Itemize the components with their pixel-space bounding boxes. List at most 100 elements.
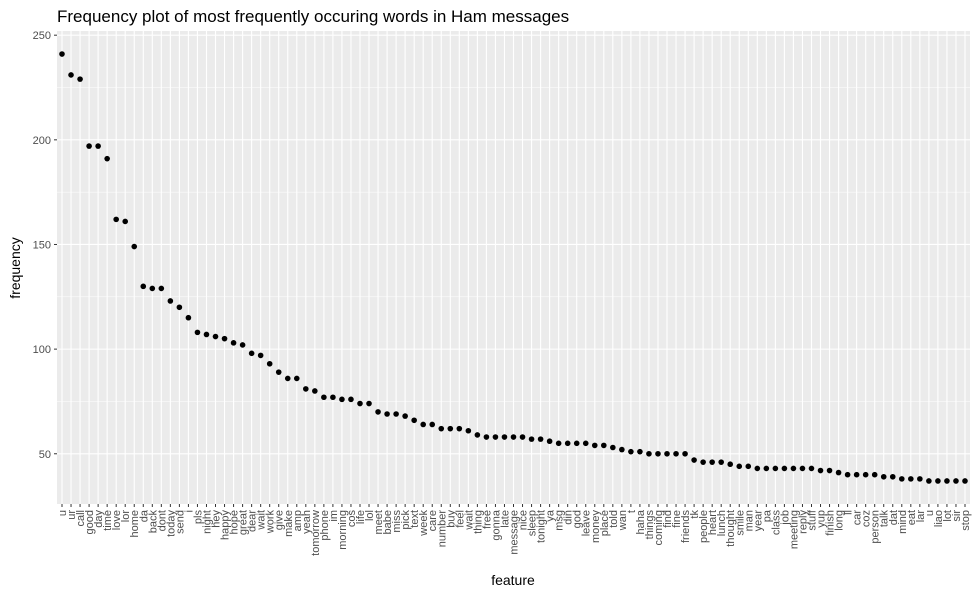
x-tick-label: number [436,510,448,548]
data-point [131,243,138,250]
data-point [917,476,923,482]
data-point [293,375,300,382]
data-point [817,467,824,474]
data-point [284,375,291,382]
y-tick-label: 200 [33,135,51,147]
x-tick-label: send [174,510,186,534]
x-tick-label: today [165,510,177,537]
x-tick-label: yup [816,510,828,528]
data-point [664,450,670,457]
x-tick-label: pls [192,510,204,525]
data-point [456,425,463,432]
data-point [86,143,92,149]
data-point [420,421,427,428]
x-tick-label: money [590,510,602,544]
x-tick-label: feel [454,510,466,528]
x-tick-label: talk [879,510,891,528]
data-point [167,298,174,304]
data-point [898,476,905,482]
data-point [573,440,580,447]
x-tick-label: dat [888,510,900,525]
data-point [275,369,282,375]
x-tick-label: great [238,510,250,535]
data-point [447,425,454,432]
x-tick-label: night [201,510,213,534]
data-point [953,478,959,484]
x-axis: uurcallgooddaytimelovelorhomedabackdontt… [57,504,972,556]
data-point [691,457,697,463]
data-point [610,444,616,451]
x-tick-label: amp [292,510,304,531]
data-point [799,465,806,472]
x-tick-label: class [770,510,782,536]
data-point [366,400,372,407]
x-tick-label: week [418,510,430,537]
data-point [835,469,842,476]
x-tick-label: told [608,510,620,528]
x-tick-label: sir [951,510,963,522]
data-point [519,434,526,440]
x-tick-label: late [499,510,511,528]
data-point [330,394,336,401]
x-tick-label: time [102,510,114,531]
data-point [763,465,770,472]
x-tick-label: year [752,510,764,532]
x-axis-title: feature [491,572,535,588]
x-tick-label: meeting [788,510,800,549]
y-tick-label: 50 [39,449,51,461]
data-point [113,216,119,223]
data-point [808,465,815,472]
x-tick-label: finish [825,510,837,536]
x-tick-label: reply [797,510,809,534]
x-tick-label: lunch [716,510,728,536]
x-tick-label: tk [689,510,701,519]
x-tick-label: smile [734,510,746,536]
x-tick-label: day [93,510,105,528]
x-tick-label: things [644,510,656,540]
x-tick-label: coming [653,510,665,545]
data-point [736,463,743,470]
data-point [673,450,679,457]
data-point [889,473,896,480]
x-tick-label: person [870,510,882,544]
data-point [248,350,255,357]
data-point [546,438,553,445]
x-tick-label: miss [391,510,403,533]
data-point [582,440,589,447]
x-tick-label: ll [843,510,855,515]
x-tick-label: people [698,510,710,543]
data-point [158,285,165,292]
chart-title: Frequency plot of most frequently occuri… [57,7,569,26]
data-point [438,425,445,432]
x-tick-label: din [563,510,575,525]
x-tick-label: love [111,510,123,530]
x-tick-label: car [852,510,864,526]
data-point [564,440,571,447]
data-point [95,143,101,149]
x-tick-label: man [743,510,755,531]
y-tick-label: 100 [33,344,51,356]
x-tick-label: i [183,510,195,512]
data-point [555,440,562,447]
x-tick-label: meet [373,510,385,534]
data-point [862,471,869,478]
x-tick-label: call [75,510,87,527]
x-tick-label: tomorrow [310,510,322,556]
x-tick-label: message [509,510,521,555]
data-point [303,386,309,392]
x-tick-label: da [138,509,150,522]
x-tick-label: eat [906,510,918,525]
x-tick-label: make [283,510,295,537]
x-tick-label: care [427,510,439,531]
data-point [339,396,345,403]
x-tick-label: happy [220,510,232,540]
x-tick-label: gonna [490,509,502,540]
data-point [77,76,83,82]
data-point [239,342,246,348]
x-tick-label: tonight [536,510,548,543]
x-tick-label: ur [66,510,78,520]
x-tick-label: liao [933,510,945,527]
x-tick-label: cos [346,510,358,528]
data-point [375,409,381,415]
data-point [528,436,535,442]
